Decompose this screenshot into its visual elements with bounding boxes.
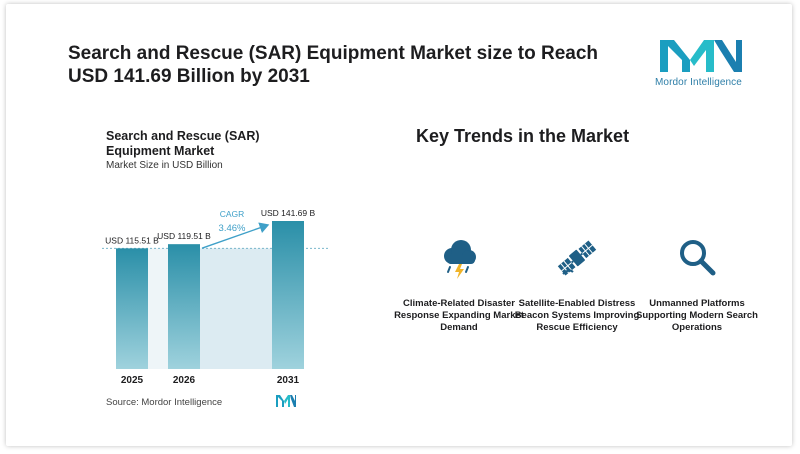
chart-subtitle: Market Size in USD Billion	[106, 160, 223, 171]
cagr-value: 3.46%	[219, 223, 246, 234]
page-title: Search and Rescue (SAR) Equipment Market…	[68, 43, 599, 87]
tick-label: 2026	[173, 375, 196, 386]
cagr-arrow	[201, 222, 270, 249]
magnifier-icon	[680, 240, 716, 276]
data-label: USD 119.51 B	[157, 231, 211, 241]
trend-label: Satellite-Enabled Distress Beacon System…	[514, 298, 640, 333]
satellite-icon	[557, 240, 597, 276]
mordor-logo-icon	[660, 40, 742, 72]
logo-text: Mordor Intelligence	[655, 77, 742, 88]
trend-item-climate: Climate-Related Disaster Response Expand…	[394, 236, 524, 334]
bar-2031	[272, 221, 304, 369]
trends-title: Key Trends in the Market	[416, 126, 630, 146]
trend-label: Unmanned Platforms Supporting Modern Sea…	[636, 298, 758, 333]
storm-cloud-icon	[444, 240, 476, 279]
infographic-card: Search and Rescue (SAR) Equipment Market…	[6, 4, 792, 446]
bar-2025	[116, 248, 148, 369]
data-label: USD 141.69 B	[261, 208, 316, 218]
source-note: Source: Mordor Intelligence	[106, 397, 223, 408]
tick-label: 2031	[277, 375, 300, 386]
tick-label: 2025	[121, 375, 144, 386]
cagr-label: CAGR	[220, 209, 245, 219]
trend-label: Climate-Related Disaster Response Expand…	[394, 298, 524, 333]
gap-band	[148, 248, 168, 369]
bar-2026	[168, 244, 200, 369]
cagr-band	[200, 248, 272, 369]
trend-item-unmanned: Unmanned Platforms Supporting Modern Sea…	[632, 236, 762, 334]
mordor-small-logo-icon	[276, 395, 296, 407]
chart-title: Search and Rescue (SAR) Equipment Market	[106, 129, 260, 158]
bar-chart: USD 115.51 B 2025 USD 119.51 B 2026 USD 141.…	[102, 208, 328, 386]
data-label: USD 115.51 B	[105, 235, 159, 245]
trend-item-satellite: Satellite-Enabled Distress Beacon System…	[512, 236, 642, 334]
